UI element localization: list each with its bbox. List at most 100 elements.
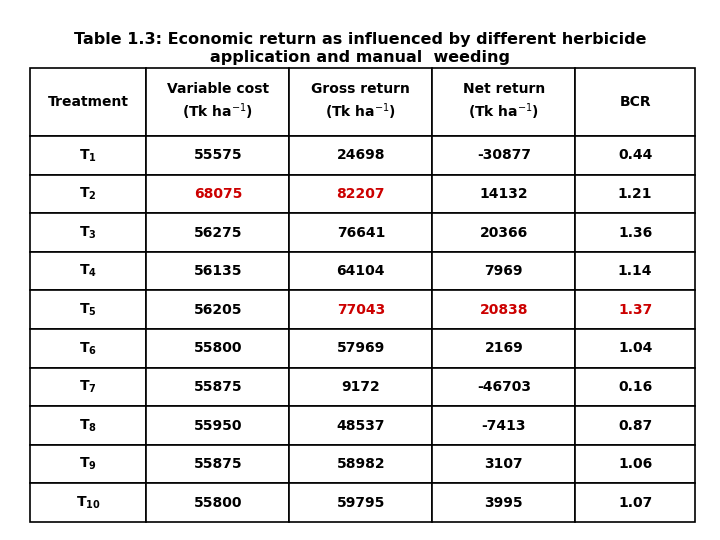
Bar bbox=[289, 136, 432, 174]
Bar bbox=[432, 483, 575, 522]
Text: 55875: 55875 bbox=[194, 380, 242, 394]
Bar bbox=[30, 445, 146, 483]
Bar bbox=[30, 252, 146, 291]
Bar bbox=[289, 329, 432, 368]
Text: $\mathbf{T_4}$: $\mathbf{T_4}$ bbox=[79, 263, 97, 279]
Text: 7969: 7969 bbox=[485, 264, 523, 278]
Text: 57969: 57969 bbox=[337, 341, 385, 355]
Text: 64104: 64104 bbox=[336, 264, 385, 278]
Text: $\mathbf{T_1}$: $\mathbf{T_1}$ bbox=[79, 147, 97, 164]
Text: 1.37: 1.37 bbox=[618, 303, 652, 316]
Text: 58982: 58982 bbox=[336, 457, 385, 471]
Text: 77043: 77043 bbox=[337, 303, 385, 316]
Bar bbox=[146, 329, 289, 368]
Bar bbox=[289, 68, 432, 136]
Bar bbox=[289, 406, 432, 445]
Bar bbox=[30, 406, 146, 445]
Text: 55875: 55875 bbox=[194, 457, 242, 471]
Bar bbox=[432, 174, 575, 213]
Text: 1.21: 1.21 bbox=[618, 187, 652, 201]
Text: $\mathbf{T_7}$: $\mathbf{T_7}$ bbox=[79, 379, 97, 395]
Bar bbox=[30, 174, 146, 213]
Text: 20838: 20838 bbox=[480, 303, 528, 316]
Bar bbox=[575, 291, 695, 329]
Text: 9172: 9172 bbox=[341, 380, 380, 394]
Bar bbox=[289, 483, 432, 522]
Bar bbox=[432, 213, 575, 252]
Text: Treatment: Treatment bbox=[48, 95, 129, 109]
Bar bbox=[146, 136, 289, 174]
Bar bbox=[289, 445, 432, 483]
Bar bbox=[432, 136, 575, 174]
Bar bbox=[575, 136, 695, 174]
Text: Gross return
(Tk ha$^{-1}$): Gross return (Tk ha$^{-1}$) bbox=[312, 83, 410, 122]
Text: -46703: -46703 bbox=[477, 380, 531, 394]
Text: 56135: 56135 bbox=[194, 264, 242, 278]
Bar bbox=[432, 368, 575, 406]
Bar bbox=[432, 68, 575, 136]
Bar bbox=[146, 445, 289, 483]
Text: 0.44: 0.44 bbox=[618, 148, 652, 163]
Text: $\mathbf{T_5}$: $\mathbf{T_5}$ bbox=[79, 301, 97, 318]
Text: 82207: 82207 bbox=[336, 187, 385, 201]
Bar bbox=[146, 483, 289, 522]
Text: 20366: 20366 bbox=[480, 226, 528, 240]
Text: 0.16: 0.16 bbox=[618, 380, 652, 394]
Bar bbox=[432, 291, 575, 329]
Bar bbox=[289, 213, 432, 252]
Bar bbox=[30, 483, 146, 522]
Bar bbox=[432, 329, 575, 368]
Text: 2169: 2169 bbox=[485, 341, 523, 355]
Bar bbox=[30, 329, 146, 368]
Bar bbox=[30, 213, 146, 252]
Text: 1.07: 1.07 bbox=[618, 496, 652, 510]
Text: Variable cost
(Tk ha$^{-1}$): Variable cost (Tk ha$^{-1}$) bbox=[167, 83, 269, 122]
Text: 55800: 55800 bbox=[194, 496, 242, 510]
Text: 59795: 59795 bbox=[337, 496, 385, 510]
Bar bbox=[432, 445, 575, 483]
Text: -7413: -7413 bbox=[482, 418, 526, 433]
Bar bbox=[289, 368, 432, 406]
Bar bbox=[575, 445, 695, 483]
Text: Net return
(Tk ha$^{-1}$): Net return (Tk ha$^{-1}$) bbox=[463, 83, 545, 122]
Bar bbox=[575, 174, 695, 213]
Bar bbox=[146, 368, 289, 406]
Text: 56205: 56205 bbox=[194, 303, 242, 316]
Bar bbox=[575, 68, 695, 136]
Text: $\mathbf{T_2}$: $\mathbf{T_2}$ bbox=[79, 186, 97, 202]
Text: 76641: 76641 bbox=[337, 226, 385, 240]
Bar bbox=[30, 291, 146, 329]
Text: 55575: 55575 bbox=[194, 148, 242, 163]
Bar bbox=[575, 406, 695, 445]
Bar bbox=[289, 252, 432, 291]
Text: $\mathbf{T_8}$: $\mathbf{T_8}$ bbox=[79, 417, 97, 434]
Text: 1.04: 1.04 bbox=[618, 341, 652, 355]
Bar bbox=[575, 252, 695, 291]
Bar bbox=[146, 213, 289, 252]
Bar bbox=[432, 406, 575, 445]
Text: 55800: 55800 bbox=[194, 341, 242, 355]
Text: 3995: 3995 bbox=[485, 496, 523, 510]
Text: $\mathbf{T_{10}}$: $\mathbf{T_{10}}$ bbox=[76, 495, 101, 511]
Text: 3107: 3107 bbox=[485, 457, 523, 471]
Bar bbox=[289, 291, 432, 329]
Text: 55950: 55950 bbox=[194, 418, 242, 433]
Text: 56275: 56275 bbox=[194, 226, 242, 240]
Bar bbox=[575, 483, 695, 522]
Bar bbox=[146, 174, 289, 213]
Text: -30877: -30877 bbox=[477, 148, 531, 163]
Bar bbox=[289, 174, 432, 213]
Text: 48537: 48537 bbox=[336, 418, 385, 433]
Text: 1.36: 1.36 bbox=[618, 226, 652, 240]
Bar bbox=[575, 213, 695, 252]
Text: $\mathbf{T_9}$: $\mathbf{T_9}$ bbox=[79, 456, 97, 472]
Bar bbox=[575, 368, 695, 406]
Text: 1.14: 1.14 bbox=[618, 264, 652, 278]
Text: 24698: 24698 bbox=[336, 148, 385, 163]
Bar bbox=[575, 329, 695, 368]
Text: 14132: 14132 bbox=[480, 187, 528, 201]
Bar bbox=[146, 68, 289, 136]
Bar bbox=[30, 68, 146, 136]
Text: Table 1.3: Economic return as influenced by different herbicide: Table 1.3: Economic return as influenced… bbox=[73, 32, 647, 47]
Text: 68075: 68075 bbox=[194, 187, 242, 201]
